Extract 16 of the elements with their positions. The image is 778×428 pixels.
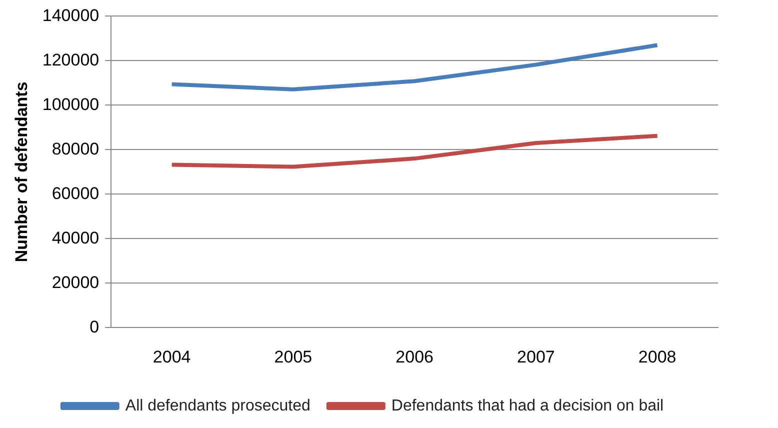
y-tick-label: 40000 bbox=[52, 228, 100, 248]
y-tick-label: 140000 bbox=[42, 6, 100, 25]
y-tick-label: 80000 bbox=[52, 139, 100, 158]
legend-label: Defendants that had a decision on bail bbox=[391, 397, 664, 414]
legend-label: All defendants prosecuted bbox=[125, 397, 310, 414]
x-tick-label: 2008 bbox=[638, 347, 676, 366]
y-tick-label: 100000 bbox=[42, 94, 100, 114]
y-tick-label: 20000 bbox=[52, 272, 100, 292]
x-tick-label: 2004 bbox=[152, 347, 191, 366]
y-tick-label: 60000 bbox=[52, 184, 100, 203]
x-tick-label: 2006 bbox=[396, 347, 434, 366]
y-axis-title: Number of defendants bbox=[12, 82, 31, 262]
x-tick-label: 2007 bbox=[517, 347, 555, 366]
y-tick-label: 0 bbox=[90, 317, 100, 336]
x-tick-label: 2005 bbox=[274, 347, 312, 366]
y-tick-label: 120000 bbox=[42, 50, 100, 70]
